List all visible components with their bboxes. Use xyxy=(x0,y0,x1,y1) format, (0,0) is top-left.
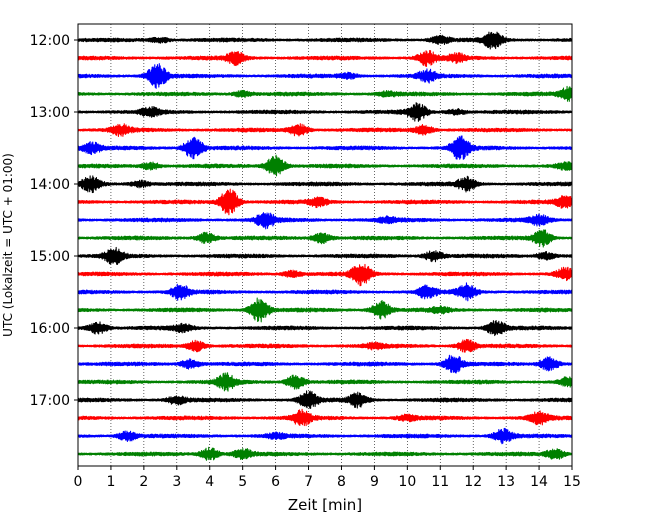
y-axis-ticks: 12:00 13:00 14:00 15:00 16:00 17:00 xyxy=(30,33,78,409)
trace-group xyxy=(77,31,573,461)
y-tick-label: 12:00 xyxy=(30,33,70,49)
x-tick-label: 10 xyxy=(398,474,416,490)
trace-line xyxy=(77,372,573,392)
y-tick-label: 17:00 xyxy=(30,393,70,409)
trace-line xyxy=(77,212,573,230)
trace-line xyxy=(77,123,573,138)
x-axis-label: Zeit [min] xyxy=(288,496,362,514)
plot-frame xyxy=(77,23,573,467)
trace-line xyxy=(77,427,573,445)
trace-line xyxy=(77,297,573,323)
trace-line xyxy=(77,102,573,122)
y-tick-label: 15:00 xyxy=(30,249,70,265)
trace-line xyxy=(77,50,573,67)
trace-line xyxy=(77,63,573,89)
x-tick-label: 9 xyxy=(370,474,379,490)
trace-line xyxy=(77,354,573,374)
trace-line xyxy=(77,263,573,287)
trace-line xyxy=(77,85,573,102)
x-tick-label: 1 xyxy=(106,474,115,490)
y-tick-label: 16:00 xyxy=(30,321,70,337)
x-tick-label: 5 xyxy=(238,474,247,490)
trace-line xyxy=(77,229,573,248)
trace-line xyxy=(77,175,573,194)
x-tick-label: 11 xyxy=(431,474,449,490)
trace-line xyxy=(77,408,573,427)
x-tick-label: 15 xyxy=(563,474,581,490)
trace-line xyxy=(77,446,573,461)
trace-line xyxy=(77,246,573,265)
x-tick-label: 14 xyxy=(530,474,548,490)
x-tick-label: 4 xyxy=(205,474,214,490)
x-axis-ticks: 0 1 2 3 4 5 6 7 8 9 10 11 12 13 14 15 xyxy=(74,466,581,490)
trace-line xyxy=(77,188,573,216)
y-axis-label: UTC (Lokalzeit = UTC + 01:00) xyxy=(1,153,15,337)
trace-line xyxy=(77,135,573,160)
x-tick-label: 12 xyxy=(464,474,482,490)
trace-line xyxy=(77,31,573,50)
x-tick-label: 6 xyxy=(271,474,280,490)
trace-line xyxy=(77,282,573,302)
x-tick-label: 13 xyxy=(497,474,515,490)
y-tick-label: 14:00 xyxy=(30,177,70,193)
x-tick-label: 0 xyxy=(74,474,83,490)
trace-line xyxy=(77,338,573,353)
trace-line xyxy=(77,390,573,409)
x-tick-label: 7 xyxy=(304,474,313,490)
x-tick-label: 3 xyxy=(172,474,181,490)
trace-line xyxy=(77,320,573,337)
y-tick-label: 13:00 xyxy=(30,105,70,121)
x-tick-label: 2 xyxy=(139,474,148,490)
x-tick-label: 8 xyxy=(337,474,346,490)
trace-line xyxy=(77,154,573,177)
